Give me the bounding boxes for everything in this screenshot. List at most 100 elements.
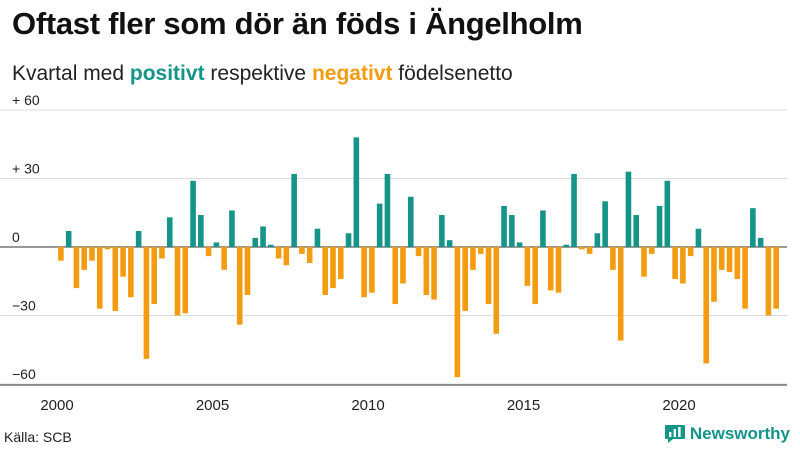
bar-positive: [314, 228, 321, 247]
bar-negative: [687, 247, 694, 257]
bar-negative: [485, 247, 492, 305]
bar-negative: [221, 247, 227, 270]
bar-negative: [58, 247, 64, 261]
y-tick-label: −60: [12, 366, 36, 382]
bar-negative: [151, 247, 157, 305]
y-tick-label: + 30: [12, 161, 40, 177]
bar-negative: [337, 247, 344, 279]
bar-negative: [610, 247, 616, 270]
bar-negative: [112, 247, 119, 311]
bar-positive: [563, 244, 570, 247]
bar-negative: [322, 247, 329, 295]
chart-subtitle: Kvartal med positivt respektive negativt…: [12, 62, 513, 86]
bar-negative: [680, 247, 686, 284]
bar-positive: [633, 215, 640, 247]
bar-negative: [586, 247, 593, 254]
bar-negative: [283, 247, 290, 266]
bar-positive: [65, 231, 72, 247]
bar-negative: [742, 247, 748, 309]
bar-negative: [330, 247, 336, 289]
bar-negative: [524, 247, 531, 286]
bar-negative: [493, 247, 500, 334]
bar-positive: [229, 210, 235, 247]
bar-negative: [431, 247, 437, 300]
bar-negative: [641, 247, 647, 277]
bar-positive: [345, 233, 352, 247]
y-tick-label: −30: [12, 298, 36, 314]
subtitle-prefix: Kvartal med: [12, 62, 130, 85]
bar-positive: [540, 210, 546, 247]
brand-logo: Newsworthy: [664, 424, 790, 444]
bar-negative: [579, 247, 585, 250]
bar-negative: [244, 247, 251, 295]
bar-positive: [190, 180, 196, 247]
bar-negative: [718, 247, 725, 270]
bar-negative: [96, 247, 103, 309]
bar-positive: [268, 244, 274, 247]
bar-positive: [291, 173, 297, 247]
bar-positive: [509, 215, 515, 247]
bar-negative: [648, 247, 655, 254]
chart-title: Oftast fler som dör än föds i Ängelholm: [12, 6, 583, 41]
bar-negative: [205, 247, 212, 257]
x-tick-label: 2020: [662, 397, 695, 414]
x-tick-label: 2010: [351, 397, 384, 414]
bar-positive: [625, 171, 632, 247]
bar-positive: [602, 201, 608, 247]
bar-positive: [198, 215, 204, 247]
bar-negative: [415, 247, 422, 257]
bar-negative: [361, 247, 367, 298]
bar-positive: [516, 242, 523, 247]
bar-negative: [159, 247, 165, 259]
brand-name: Newsworthy: [689, 424, 790, 443]
bar-negative: [711, 247, 717, 302]
bar-negative: [275, 247, 282, 259]
subtitle-middle: respektive: [204, 62, 312, 85]
bar-negative: [470, 247, 476, 270]
bar-negative: [617, 247, 624, 341]
bar-negative: [547, 247, 554, 291]
bar-positive: [664, 180, 671, 247]
bar-positive: [252, 237, 259, 247]
bar-negative: [104, 247, 111, 250]
bar-positive: [750, 208, 756, 247]
bar-positive: [135, 231, 142, 247]
bar-negative: [143, 247, 150, 359]
x-tick-label: 2015: [507, 397, 540, 414]
bar-positive: [376, 203, 383, 247]
bar-negative: [128, 247, 134, 298]
bar-positive: [446, 240, 453, 247]
subtitle-negative-word: negativt: [311, 62, 393, 85]
x-tick-label: 2000: [40, 397, 73, 414]
bar-negative: [423, 247, 430, 295]
bar-negative: [174, 247, 181, 316]
bar-positive: [384, 173, 391, 247]
bar-negative: [369, 247, 375, 293]
source-note: Källa: SCB: [4, 429, 72, 445]
bar-positive: [407, 196, 414, 247]
bar-negative: [462, 247, 468, 311]
y-tick-label: 0: [12, 229, 20, 245]
subtitle-suffix: födelsenetto: [392, 62, 513, 85]
x-tick-label: 2005: [196, 397, 229, 414]
bar-negative: [89, 247, 95, 261]
bar-negative: [73, 247, 80, 289]
bar-positive: [439, 215, 445, 247]
bar-negative: [532, 247, 538, 305]
bar-negative: [392, 247, 399, 305]
bar-positive: [260, 226, 266, 247]
bar-chart-icon: [664, 425, 685, 443]
bar-negative: [400, 247, 406, 284]
subtitle-positive-word: positivt: [129, 62, 205, 85]
bar-positive: [501, 205, 507, 247]
bar-positive: [571, 173, 577, 247]
bar-negative: [306, 247, 313, 263]
bar-negative: [703, 247, 710, 364]
bar-negative: [182, 247, 189, 314]
bar-negative: [236, 247, 243, 325]
y-tick-label: + 60: [12, 92, 40, 108]
bar-negative: [299, 247, 305, 254]
bar-negative: [454, 247, 461, 378]
bar-negative: [734, 247, 741, 279]
bar-negative: [726, 247, 733, 273]
